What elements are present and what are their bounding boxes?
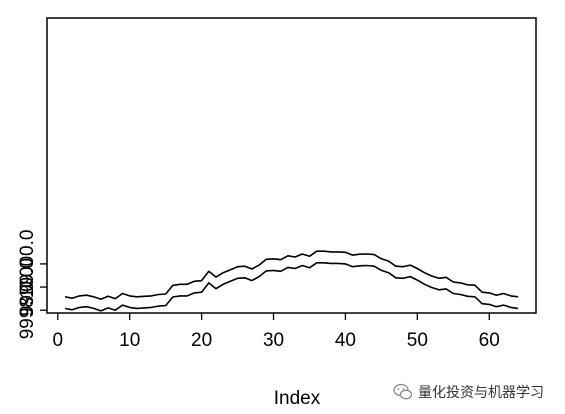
series-group <box>64 250 519 312</box>
y-tick-label: 10000.0 <box>17 230 38 299</box>
y-tick-label: 9998.0 <box>17 281 38 339</box>
x-tick-label: 20 <box>191 330 212 351</box>
plot-frame <box>46 17 537 314</box>
watermark: 量化投资与机器学习 <box>393 380 544 404</box>
x-tick-label: 40 <box>335 330 356 351</box>
x-tick-label: 10 <box>119 330 140 351</box>
x-tick-label: 30 <box>263 330 284 351</box>
wechat-icon <box>393 383 413 400</box>
x-tick-label: 60 <box>479 330 500 351</box>
series-line-1 <box>64 250 519 301</box>
y-tick-label: 9999.0 <box>17 258 38 316</box>
x-axis-title: Index <box>274 388 321 409</box>
watermark-text: 量化投资与机器学习 <box>418 385 544 401</box>
series-line-2 <box>64 261 519 312</box>
x-axis: 0 10 20 30 40 50 60 <box>52 313 500 351</box>
x-tick-label: 0 <box>52 330 63 351</box>
x-tick-label: 50 <box>407 330 428 351</box>
